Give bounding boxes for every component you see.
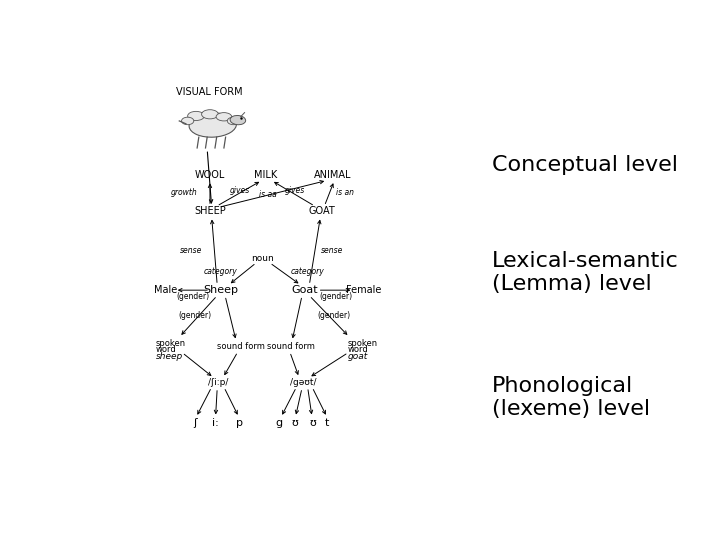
Text: SHEEP: SHEEP	[194, 206, 226, 216]
Ellipse shape	[202, 110, 218, 119]
Text: gives: gives	[230, 186, 250, 195]
Text: ʊ: ʊ	[310, 418, 317, 428]
Text: gives: gives	[285, 186, 305, 195]
Text: category: category	[204, 267, 238, 276]
Text: MILK: MILK	[254, 170, 277, 180]
Text: is aa: is aa	[258, 190, 276, 199]
Text: p: p	[236, 418, 243, 428]
Text: (gender): (gender)	[319, 292, 352, 301]
Text: Lexical-semantic
(Lemma) level: Lexical-semantic (Lemma) level	[492, 251, 678, 294]
Text: word: word	[156, 345, 176, 354]
Text: sense: sense	[321, 246, 343, 255]
Text: Goat: Goat	[292, 285, 318, 295]
Text: (gender): (gender)	[318, 310, 351, 320]
Text: growth: growth	[171, 188, 198, 197]
Ellipse shape	[216, 113, 232, 121]
Text: Sheep: Sheep	[204, 285, 238, 295]
Ellipse shape	[230, 116, 246, 125]
Text: ʃ: ʃ	[193, 418, 197, 428]
Text: Female: Female	[346, 285, 381, 295]
Text: goat: goat	[348, 352, 368, 361]
Text: WOOL: WOOL	[195, 170, 225, 180]
Ellipse shape	[181, 117, 194, 125]
Text: VISUAL FORM: VISUAL FORM	[176, 87, 243, 97]
Text: g: g	[275, 418, 282, 428]
Text: t: t	[325, 418, 329, 428]
Text: GOAT: GOAT	[308, 206, 335, 216]
Text: is an: is an	[336, 188, 354, 197]
Text: spoken: spoken	[348, 339, 378, 348]
Text: sound form: sound form	[267, 342, 315, 351]
Ellipse shape	[188, 111, 204, 120]
Text: sense: sense	[180, 246, 203, 255]
Text: spoken: spoken	[156, 339, 186, 348]
Ellipse shape	[189, 113, 236, 137]
Text: Male: Male	[153, 285, 177, 295]
Text: i:: i:	[212, 418, 219, 428]
Text: /ʃi:p/: /ʃi:p/	[208, 377, 228, 387]
Text: noun: noun	[251, 254, 274, 264]
Text: category: category	[291, 267, 325, 276]
Text: (gender): (gender)	[176, 292, 210, 301]
Text: sheep: sheep	[156, 352, 183, 361]
Text: Phonological
(lexeme) level: Phonological (lexeme) level	[492, 376, 650, 419]
Text: ʊ: ʊ	[292, 418, 299, 428]
Text: sound form: sound form	[217, 342, 264, 351]
Text: word: word	[348, 345, 369, 354]
Text: ANIMAL: ANIMAL	[314, 170, 351, 180]
Text: (gender): (gender)	[179, 310, 212, 320]
Ellipse shape	[228, 117, 240, 125]
Text: Conceptual level: Conceptual level	[492, 154, 678, 174]
Text: /gəʊt/: /gəʊt/	[290, 377, 316, 387]
